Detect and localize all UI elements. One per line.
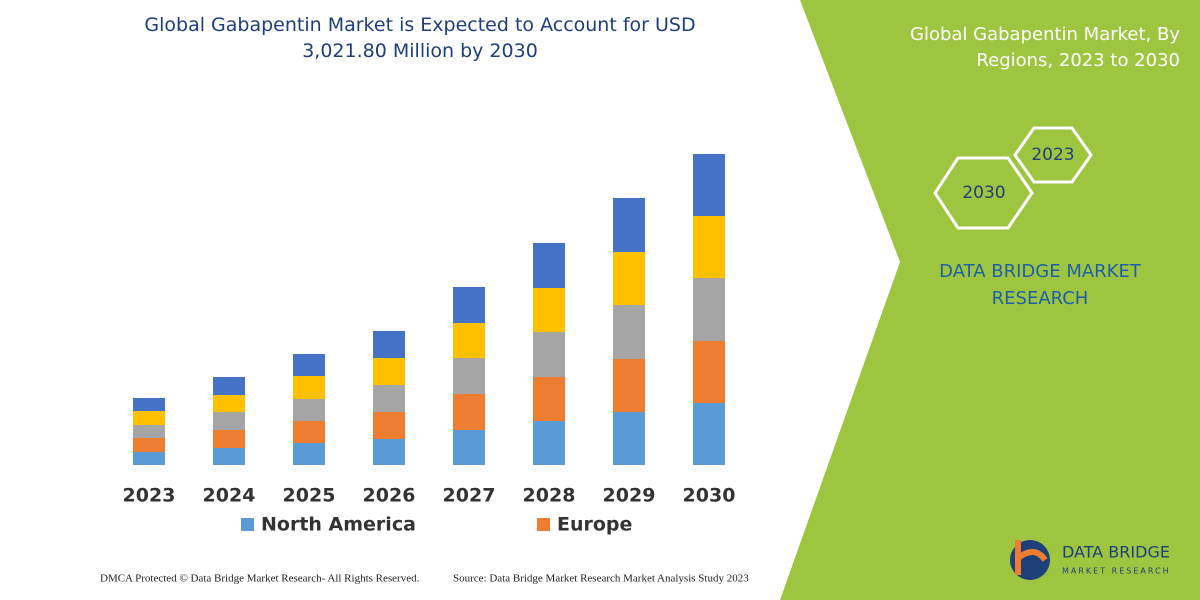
side-title: Global Gabapentin Market, By Regions, 20… bbox=[910, 24, 1180, 71]
bar-segment bbox=[293, 421, 325, 443]
bar-segment bbox=[373, 412, 405, 439]
bar-segment bbox=[693, 341, 725, 403]
legend-label: Europe bbox=[557, 514, 632, 536]
bar-segment bbox=[533, 243, 565, 288]
bar-segment bbox=[693, 403, 725, 465]
bar-segment bbox=[453, 287, 485, 323]
bar-segment bbox=[293, 399, 325, 421]
legend-label: North America bbox=[261, 514, 416, 536]
hexagon bbox=[1013, 126, 1093, 184]
x-tick-label: 2027 bbox=[443, 485, 496, 507]
bar-segment bbox=[213, 377, 245, 395]
side-panel-bg bbox=[780, 0, 1200, 600]
bar-segment bbox=[213, 412, 245, 430]
bar-segment bbox=[453, 430, 485, 465]
x-tick-label: 2024 bbox=[203, 485, 256, 507]
bar-segment bbox=[533, 421, 565, 465]
x-tick-label: 2026 bbox=[363, 485, 416, 507]
bar-segment bbox=[693, 278, 725, 341]
legend-swatch bbox=[537, 518, 550, 531]
x-tick-label: 2023 bbox=[123, 485, 176, 507]
logo-mark bbox=[1015, 540, 1048, 575]
bar-segment bbox=[293, 443, 325, 465]
hex-label: 2023 bbox=[1031, 145, 1074, 165]
logo-tagline: MARKET RESEARCH bbox=[1062, 567, 1171, 576]
bar-segment bbox=[213, 395, 245, 412]
title-box: Global Gabapentin Market is Expected to … bbox=[144, 14, 696, 62]
bar-segment bbox=[693, 154, 725, 216]
legend-swatch bbox=[241, 518, 254, 531]
x-tick-label: 2030 bbox=[683, 485, 736, 507]
x-tick-label: 2029 bbox=[603, 485, 656, 507]
bar-segment bbox=[293, 376, 325, 399]
x-tick-label: 2025 bbox=[283, 485, 336, 507]
brand: DATA BRIDGE MARKET RESEARCH bbox=[939, 261, 1141, 309]
bar-segment bbox=[613, 412, 645, 465]
bar-segment bbox=[213, 448, 245, 465]
bar-segment bbox=[373, 331, 405, 358]
bar-segment bbox=[133, 425, 165, 438]
bar-segment bbox=[533, 332, 565, 377]
bar-segment bbox=[613, 252, 645, 305]
bar-segment bbox=[133, 438, 165, 452]
bar-segment bbox=[293, 354, 325, 376]
bar-segment bbox=[373, 385, 405, 412]
logo-name: DATA BRIDGE bbox=[1062, 543, 1170, 562]
bar-segment bbox=[533, 377, 565, 421]
bar-segment bbox=[373, 439, 405, 465]
hex-label: 2030 bbox=[962, 183, 1005, 203]
chart: 2023 2024 2025 2026 2027 2028 2029 2030 North Am… bbox=[123, 154, 736, 536]
bar-segment bbox=[133, 398, 165, 411]
footer-left: DMCA Protected © Data Bridge Market Rese… bbox=[100, 573, 420, 585]
bar-segment bbox=[453, 394, 485, 430]
bar-segment bbox=[453, 358, 485, 394]
bar-segment bbox=[133, 411, 165, 425]
bar-segment bbox=[133, 452, 165, 465]
x-tick-label: 2028 bbox=[523, 485, 576, 507]
bar-segment bbox=[453, 323, 485, 358]
chart-title: Global Gabapentin Market is Expected to … bbox=[144, 14, 696, 62]
side-title-box: Global Gabapentin Market, By Regions, 20… bbox=[910, 24, 1180, 71]
footer-right: Source: Data Bridge Market Research Mark… bbox=[453, 573, 749, 585]
hexagon bbox=[933, 156, 1034, 230]
bar-segment bbox=[613, 359, 645, 412]
bar-segment bbox=[693, 216, 725, 278]
bar-segment bbox=[613, 198, 645, 252]
brand-box: DATA BRIDGE MARKET RESEARCH bbox=[939, 261, 1141, 309]
bar-segment bbox=[373, 358, 405, 385]
bar-segment bbox=[533, 288, 565, 332]
bar-segment bbox=[213, 430, 245, 448]
bar-segment bbox=[613, 305, 645, 359]
